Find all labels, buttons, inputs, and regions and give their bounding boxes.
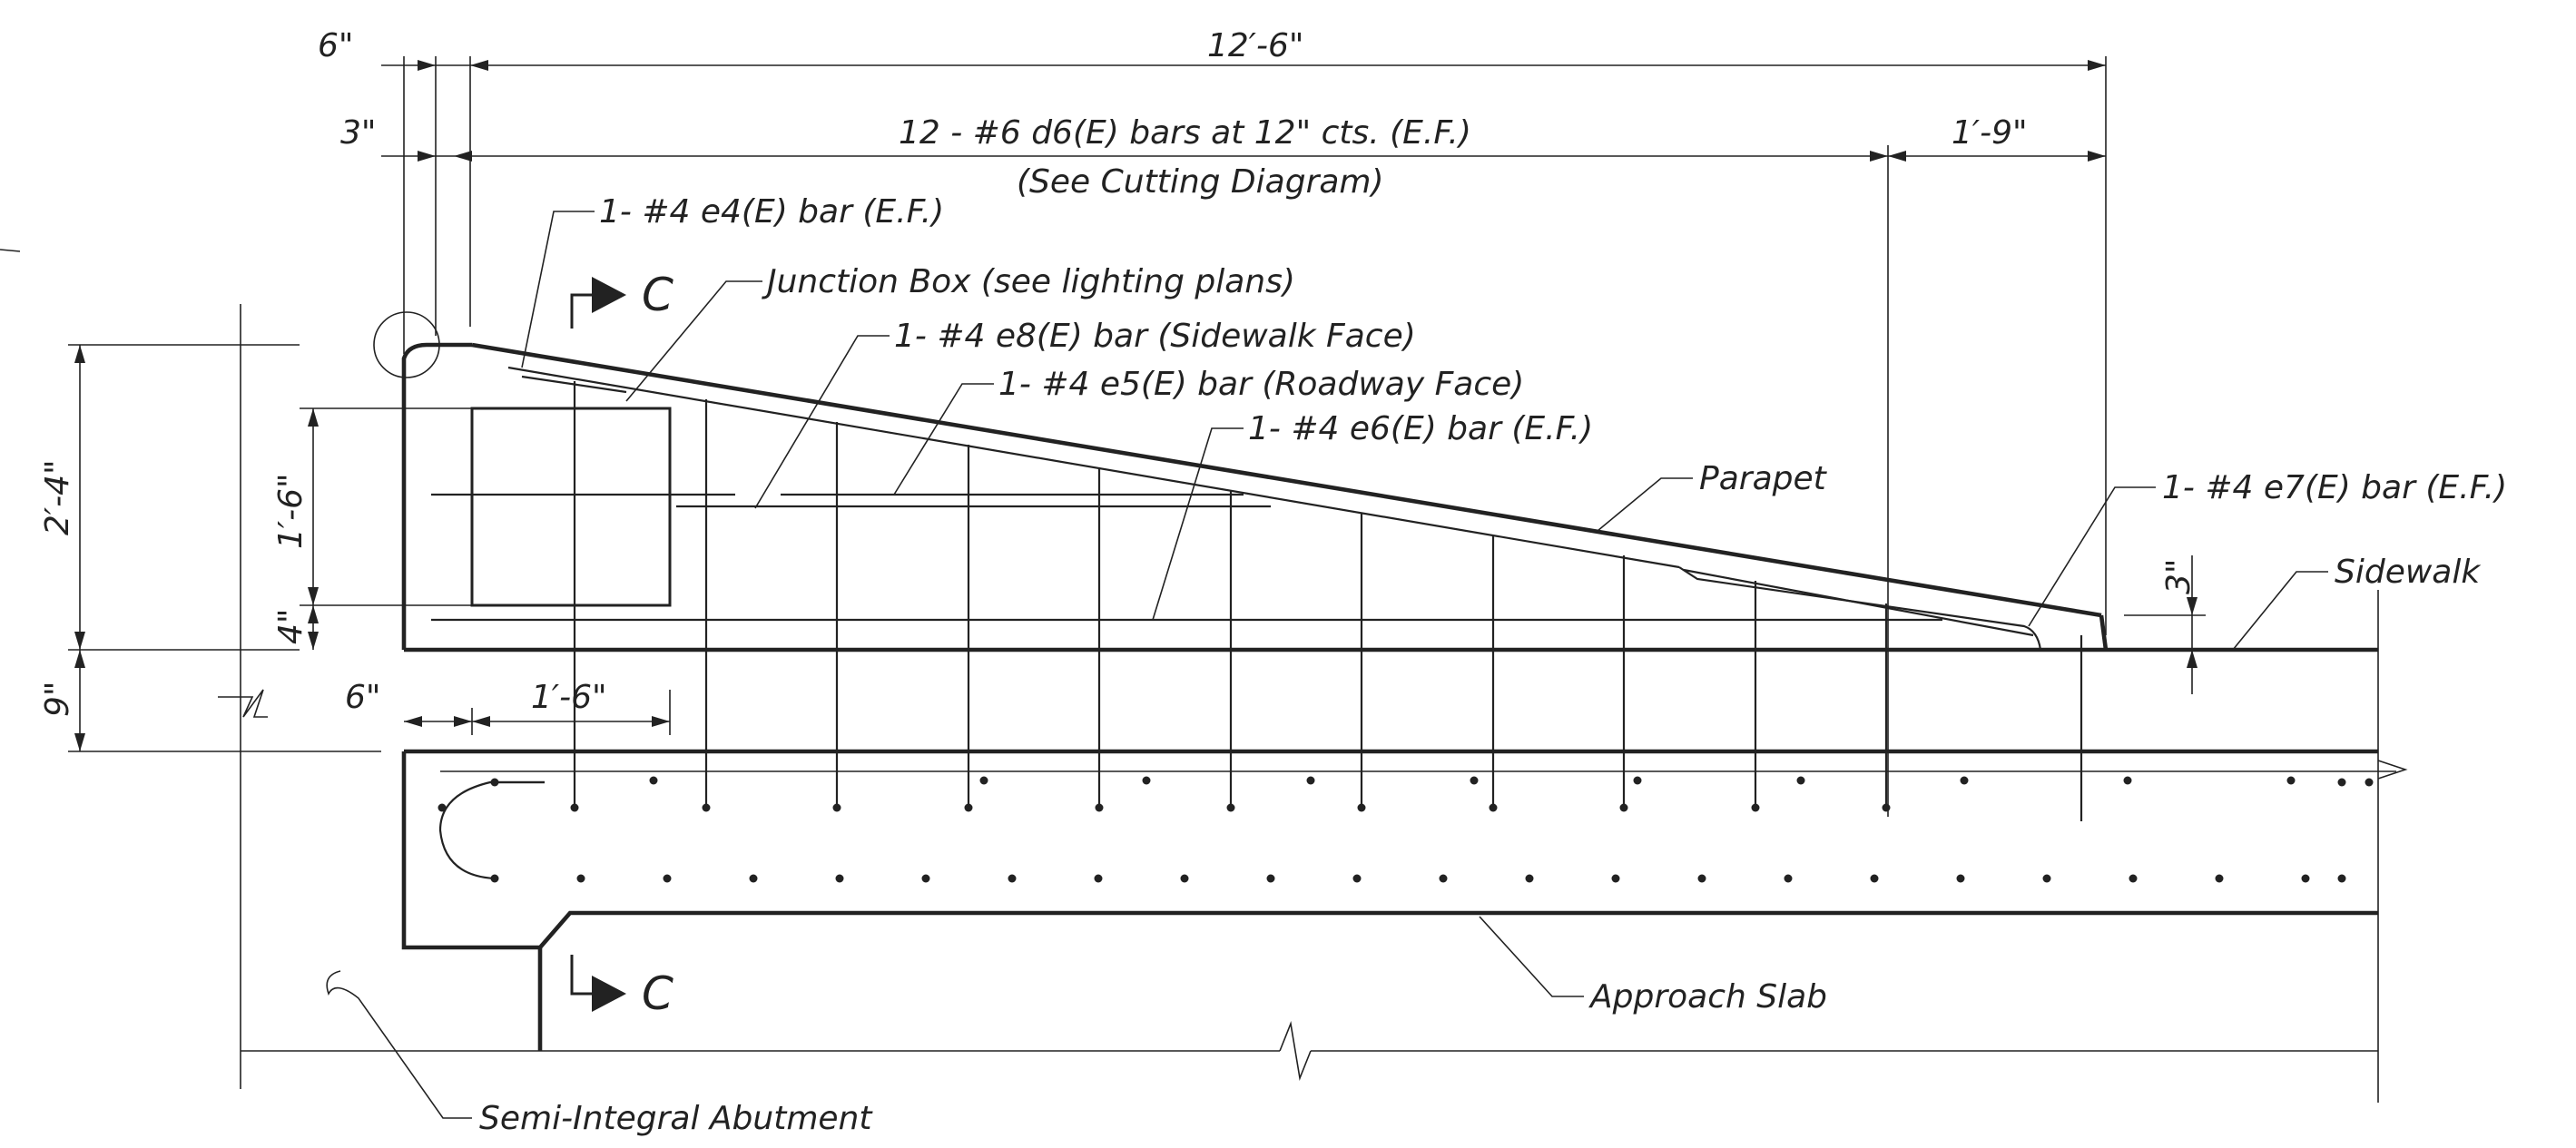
callout-e8: 1- #4 e8(E) bar (Sidewalk Face) xyxy=(894,318,1416,355)
callout-semi-integral-abutment: Semi-Integral Abutment xyxy=(479,1100,873,1137)
parapet-outline xyxy=(241,311,2408,1103)
dim-1-9: 1′-9" xyxy=(1952,114,2028,152)
callout-approach-slab: Approach Slab xyxy=(1588,978,1827,1016)
section-label-bottom: C xyxy=(642,967,673,1020)
section-marker-top xyxy=(570,277,626,329)
dim-6in-top: 6" xyxy=(318,27,353,64)
dim-sidewalk-3in: 3" xyxy=(2160,559,2197,594)
top-dimensions xyxy=(381,56,2107,817)
dim-3in: 3" xyxy=(340,114,376,152)
dim-4in: 4" xyxy=(272,609,310,644)
dim-box-1-6: 1′-6" xyxy=(272,473,310,549)
callout-e4: 1- #4 e4(E) bar (E.F.) xyxy=(599,193,944,231)
dim-12-6: 12′-6" xyxy=(1207,27,1303,64)
section-label-top: C xyxy=(642,269,673,321)
left-dimensions xyxy=(68,304,472,1089)
dim-box-left-6: 6" xyxy=(345,679,380,716)
dim-2-4: 2′-4" xyxy=(39,459,76,535)
edge-tick xyxy=(0,249,21,252)
callout-sidewalk: Sidewalk xyxy=(2335,554,2482,591)
callout-parapet: Parapet xyxy=(1699,460,1828,497)
reinforcement xyxy=(431,366,2374,883)
dim-bars-spacing: 12 - #6 d6(E) bars at 12" cts. (E.F.) xyxy=(899,114,1471,152)
junction-box xyxy=(470,407,672,607)
section-marker-bottom xyxy=(570,955,626,1012)
callout-junction-box: Junction Box (see lighting plans) xyxy=(762,263,1295,300)
leader-lines xyxy=(326,211,2328,1119)
callout-e7: 1- #4 e7(E) bar (E.F.) xyxy=(2162,469,2507,506)
dim-9in: 9" xyxy=(39,682,76,717)
callout-e5: 1- #4 e5(E) bar (Roadway Face) xyxy=(998,366,1524,403)
dim-see-cutting-diagram: (See Cutting Diagram) xyxy=(1017,163,1384,201)
callout-e6: 1- #4 e6(E) bar (E.F.) xyxy=(1248,410,1593,447)
dim-box-width-1-6: 1′-6" xyxy=(531,679,607,716)
